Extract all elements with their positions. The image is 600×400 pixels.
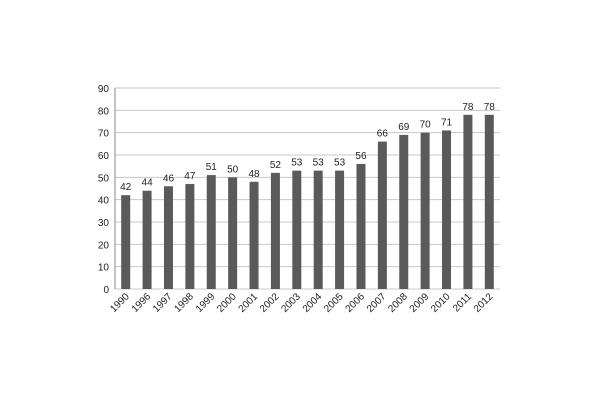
data-label: 48	[248, 169, 260, 180]
y-tick-label: 80	[98, 106, 110, 117]
x-tick-label: 2003	[279, 291, 303, 315]
data-label: 71	[441, 117, 453, 128]
data-label: 53	[334, 158, 346, 169]
bar	[206, 175, 216, 289]
bar	[356, 163, 366, 289]
x-tick-label: 2000	[215, 291, 239, 315]
data-label: 42	[120, 182, 132, 193]
data-label: 78	[462, 102, 474, 113]
x-tick-label: 2002	[258, 291, 282, 315]
bar	[484, 114, 494, 289]
x-tick-label: 2004	[301, 291, 325, 315]
y-tick-label: 50	[98, 173, 110, 184]
y-tick-label: 60	[98, 151, 110, 162]
data-label: 52	[270, 160, 282, 171]
bar	[142, 190, 152, 289]
bar	[249, 181, 259, 289]
bar	[185, 184, 195, 289]
bar	[163, 186, 173, 289]
x-tick-label: 1990	[108, 291, 132, 315]
data-label: 47	[184, 171, 196, 182]
y-tick-label: 70	[98, 129, 110, 140]
x-tick-label: 2006	[344, 291, 368, 315]
x-tick-label: 1998	[172, 291, 196, 315]
x-tick-label: 2011	[451, 291, 474, 314]
bar	[270, 172, 280, 289]
bar	[335, 170, 345, 289]
x-tick-label: 1996	[130, 291, 154, 315]
x-tick-label: 2010	[429, 291, 453, 315]
data-label: 46	[163, 173, 175, 184]
y-tick-label: 0	[103, 285, 109, 296]
bar	[377, 141, 387, 289]
bar	[463, 114, 473, 289]
x-tick-label: 2008	[386, 291, 410, 315]
data-label: 78	[484, 102, 496, 113]
data-label: 53	[313, 158, 325, 169]
x-tick-label: 2001	[237, 291, 261, 315]
x-tick-label: 2012	[472, 291, 496, 315]
bar	[121, 195, 131, 289]
x-tick-label: 1997	[151, 291, 175, 315]
data-label: 66	[377, 129, 389, 140]
bar	[313, 170, 323, 289]
bar	[228, 177, 238, 289]
data-label: 56	[355, 151, 367, 162]
data-label: 50	[227, 164, 239, 175]
x-tick-label: 1999	[194, 291, 218, 315]
x-tick-label: 2009	[408, 291, 432, 315]
data-label: 53	[291, 158, 303, 169]
data-label: 70	[420, 120, 432, 131]
y-tick-label: 40	[98, 196, 110, 207]
data-label: 44	[142, 178, 154, 189]
data-label: 69	[398, 122, 410, 133]
bar	[292, 170, 302, 289]
data-label: 51	[206, 162, 218, 173]
x-tick-label: 2005	[322, 291, 346, 315]
bar	[420, 132, 430, 289]
y-tick-label: 20	[98, 240, 110, 251]
bar	[442, 130, 452, 289]
y-tick-label: 90	[98, 84, 110, 95]
y-tick-label: 30	[98, 218, 110, 229]
y-tick-label: 10	[98, 263, 110, 274]
bar	[399, 134, 409, 289]
x-tick-label: 2007	[365, 291, 389, 315]
